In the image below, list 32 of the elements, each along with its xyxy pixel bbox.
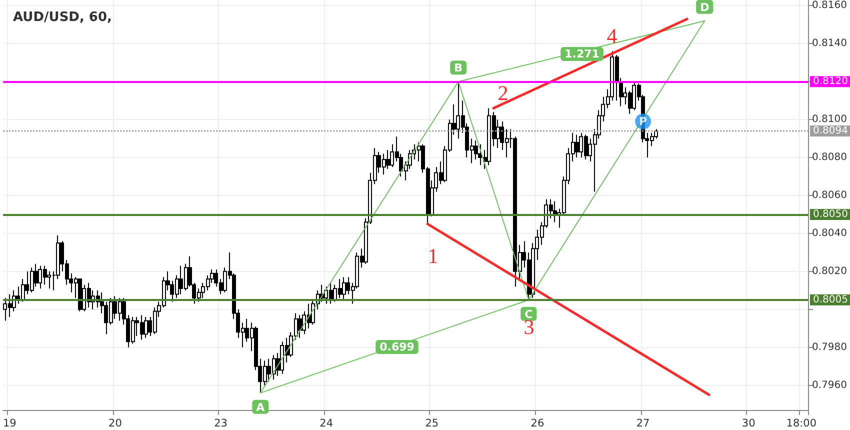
x-tick-label: 19	[2, 418, 16, 430]
text: AUD/USD, 60,	[13, 10, 112, 25]
ref-line-label: 0.8050	[813, 208, 848, 220]
data-label: P	[639, 114, 648, 128]
annotation: 1	[428, 244, 438, 268]
y-tick-label: 0.8080	[812, 152, 847, 164]
annotation: 4	[606, 24, 618, 48]
y-tick-label: 0.7980	[812, 342, 847, 353]
x-tick-label: 20	[108, 418, 122, 430]
data-label: D	[700, 0, 710, 14]
y-tick-label: 0.8060	[812, 190, 847, 202]
y-tick-label: 0.8100	[812, 114, 847, 126]
x-tick-label: 25	[425, 418, 439, 430]
ref-line-label: 0.8120	[813, 76, 848, 88]
data-label: B	[454, 62, 463, 75]
ref-line-label: 0.8005	[813, 294, 848, 306]
annotation: 1.271	[564, 48, 600, 60]
annotation: 2	[498, 81, 508, 105]
data-label: A	[256, 400, 266, 414]
y-tick-label: 0.8020	[812, 266, 847, 277]
y-tick-label: 0.7960	[812, 380, 847, 391]
ref-line-label: 0.8094	[813, 125, 848, 136]
y-tick-label: 0.8140	[812, 38, 847, 50]
annotation: 0.699	[380, 340, 414, 354]
x-tick-label: 27	[636, 418, 650, 430]
x-tick-label: 26	[530, 418, 544, 430]
x-tick-label: 30	[742, 418, 756, 430]
y-tick-label: 0.8160	[812, 0, 847, 12]
x-tick-label: 23	[214, 418, 228, 430]
x-tick-label: 18:00	[786, 418, 817, 430]
x-tick-label: 24	[320, 418, 334, 430]
y-tick-label: 0.8040	[812, 228, 847, 239]
